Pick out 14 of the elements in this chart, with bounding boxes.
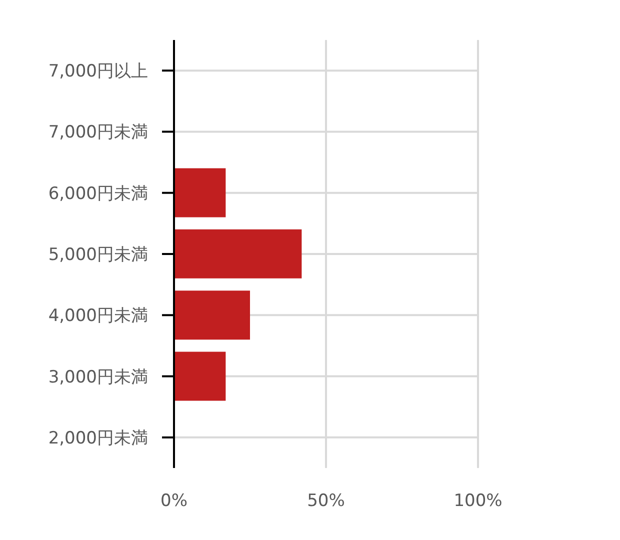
y-tick-label: 7,000円未満	[48, 122, 148, 143]
x-tick-label: 0%	[160, 491, 188, 512]
y-tick-label: 2,000円未満	[48, 428, 148, 448]
y-tick-label: 6,000円未満	[48, 184, 148, 204]
y-tick-label: 7,000円以上	[48, 62, 148, 82]
x-tick-label: 100%	[454, 491, 502, 512]
bar	[174, 229, 302, 278]
y-tick-label: 3,000円未満	[48, 367, 148, 388]
y-tick-label: 5,000円未満	[48, 245, 148, 266]
x-tick-label: 50%	[307, 491, 345, 512]
bar	[174, 290, 250, 340]
bar	[174, 168, 226, 218]
y-tick-label: 4,000円未満	[48, 306, 148, 326]
bar	[174, 352, 226, 401]
